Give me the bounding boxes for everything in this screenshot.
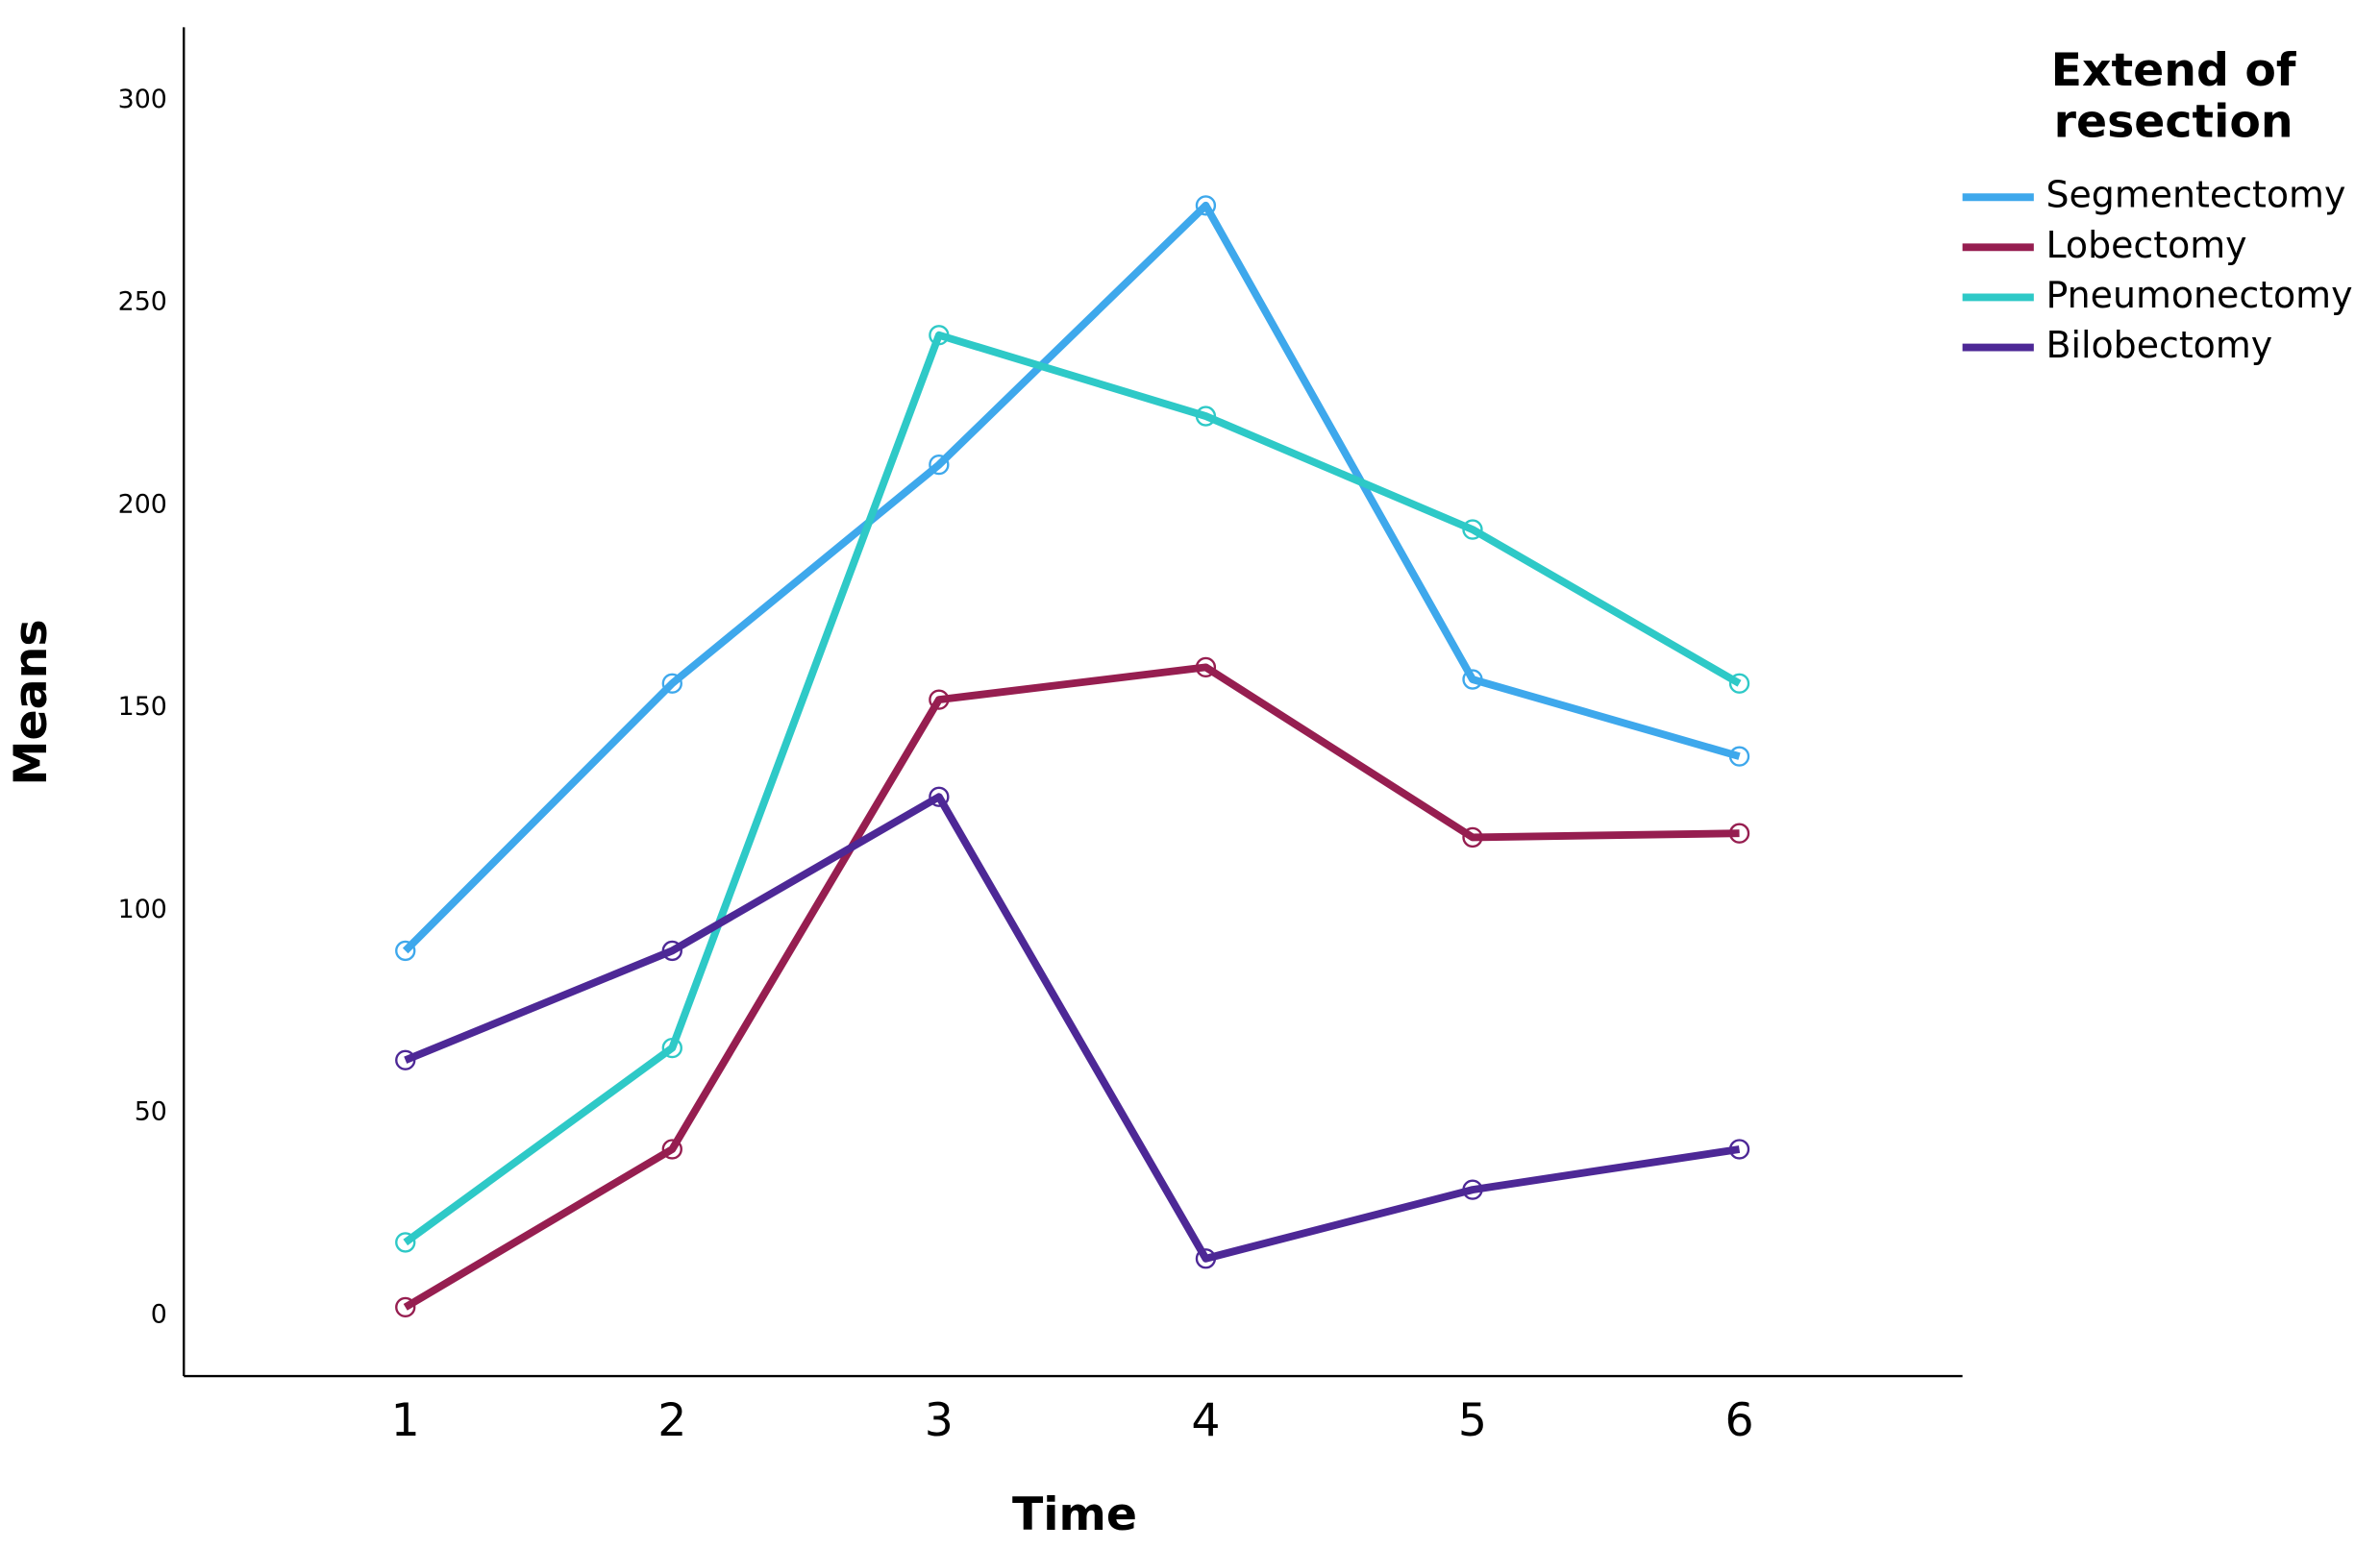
point-marker [1462,826,1483,848]
point-marker [395,1296,416,1318]
x-tick-label: 1 [391,1394,420,1447]
point-marker [395,1049,416,1070]
x-axis-title: Time [1012,1488,1137,1541]
point-marker [1195,195,1217,216]
y-tick-label: 150 [118,692,167,722]
legend-title: Extend of resection [2051,44,2297,149]
y-tick-label: 100 [118,895,167,924]
point-marker [1195,656,1217,678]
legend-label: Lobectomy [2045,224,2246,266]
point-marker [395,1232,416,1253]
legend-label: Bilobectomy [2045,324,2272,366]
point-marker [395,940,416,962]
point-marker [1462,669,1483,690]
y-tick-label: 50 [135,1097,167,1127]
legend-label: Segmentectomy [2045,174,2345,216]
x-tick-label: 2 [657,1394,686,1447]
y-tick-label: 0 [151,1299,167,1329]
point-marker [661,1037,682,1059]
x-tick-label: 6 [1724,1394,1753,1447]
series-line [402,201,1741,954]
y-tick-label: 300 [118,85,167,114]
point-marker [1195,1248,1217,1269]
point-marker [1462,1179,1483,1200]
point-marker [1195,406,1217,427]
y-axis-title: Means [5,619,58,785]
x-tick-label: 5 [1458,1394,1487,1447]
point-marker [1728,823,1750,844]
point-marker [661,1139,682,1160]
y-tick-label: 250 [118,287,167,317]
point-marker [1728,1139,1750,1160]
legend-label: Pneumonectomy [2045,274,2352,316]
x-tick-label: 4 [1191,1394,1220,1447]
point-marker [1462,519,1483,540]
point-marker [929,454,950,476]
point-marker [1728,746,1750,767]
point-marker [661,673,682,694]
y-tick-label: 200 [118,489,167,519]
point-marker [1728,673,1750,694]
series-line [404,793,1741,1263]
point-marker [929,325,950,346]
point-marker [661,940,682,962]
point-marker [929,786,950,807]
series-line [403,663,1740,1311]
series-line [403,331,1742,1246]
point-marker [929,689,950,710]
x-tick-label: 3 [925,1394,954,1447]
